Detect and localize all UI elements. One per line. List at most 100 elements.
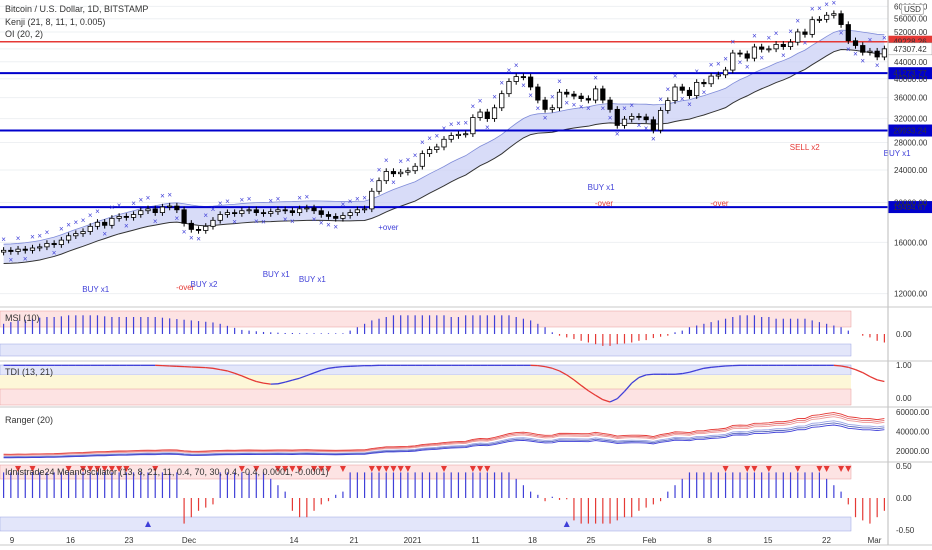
tdi-line xyxy=(580,384,589,392)
candle xyxy=(130,214,137,218)
psar-mark: × xyxy=(45,228,50,237)
osc-buy-triangle xyxy=(145,521,151,527)
tdi-line xyxy=(623,382,633,392)
psar-mark: × xyxy=(817,4,822,13)
osc-tick-0: 0.50 xyxy=(896,462,912,471)
candle xyxy=(730,52,736,71)
osc-sell-triangle xyxy=(296,466,303,472)
psar-mark: × xyxy=(882,33,887,42)
candle xyxy=(94,221,101,227)
date-tick-0: 9 xyxy=(10,536,15,545)
osc-sell-triangle xyxy=(325,466,332,472)
currency-badge[interactable]: USD xyxy=(901,4,924,15)
candle xyxy=(455,133,462,136)
psar-mark: × xyxy=(456,119,461,128)
psar-mark: × xyxy=(694,67,699,76)
psar-mark: × xyxy=(492,92,497,101)
candle xyxy=(405,170,411,173)
candle xyxy=(354,209,360,214)
psar-mark: × xyxy=(312,215,317,224)
candle xyxy=(643,116,649,121)
candle xyxy=(780,43,786,48)
candle xyxy=(860,45,866,53)
psar-mark: × xyxy=(182,227,187,236)
tdi-line xyxy=(566,374,575,381)
candle xyxy=(513,76,519,82)
psar-mark: × xyxy=(247,194,252,203)
psar-mark: × xyxy=(514,61,519,70)
psar-mark: × xyxy=(355,194,360,203)
level-label-1: 41273.77 xyxy=(893,69,927,78)
osc-lower-zone xyxy=(0,516,852,532)
psar-mark: × xyxy=(702,88,707,97)
candle xyxy=(491,107,498,120)
psar-mark: × xyxy=(673,72,678,81)
psar-mark: × xyxy=(1,235,6,244)
psar-mark: × xyxy=(550,92,555,101)
candle xyxy=(232,212,238,215)
osc-sell-triangle xyxy=(838,466,845,472)
psar-mark: × xyxy=(622,104,627,113)
osc-sell-triangle xyxy=(397,466,404,472)
osc-sell-triangle xyxy=(289,466,296,472)
psar-mark: × xyxy=(795,17,800,26)
psar-mark: × xyxy=(420,138,425,147)
msi-lower-zone xyxy=(0,343,852,357)
candle xyxy=(181,209,187,224)
signal-annotation-7: BUY x1 xyxy=(588,183,616,192)
osc-sell-triangle xyxy=(116,466,123,472)
level-label-2: 29933.24 xyxy=(893,127,927,136)
signal-annotation-8: -over xyxy=(710,199,729,208)
candle xyxy=(138,210,144,215)
candle xyxy=(1,249,7,253)
candle xyxy=(759,46,765,50)
psar-mark: × xyxy=(283,215,288,224)
candle xyxy=(845,24,851,42)
candle xyxy=(325,214,332,217)
psar-mark: × xyxy=(326,221,331,230)
candle xyxy=(44,243,50,248)
signal-annotation-1: -over xyxy=(176,283,195,292)
date-tick-10: Feb xyxy=(643,536,657,545)
tdi-line xyxy=(833,364,842,367)
candle xyxy=(434,146,440,150)
candle xyxy=(340,215,346,219)
tdi-line xyxy=(313,369,322,374)
candle xyxy=(629,115,635,120)
osc-sell-triangle xyxy=(87,466,94,472)
osc-sell-triangle xyxy=(823,466,830,472)
psar-mark: × xyxy=(124,222,129,231)
psar-mark: × xyxy=(377,165,382,174)
msi-tick-0: 0.00 xyxy=(896,330,912,339)
psar-mark: × xyxy=(644,124,649,133)
tdi-line xyxy=(277,381,286,385)
candle xyxy=(787,41,794,48)
psar-mark: × xyxy=(16,234,21,243)
psar-mark: × xyxy=(117,201,122,210)
candle xyxy=(824,14,830,20)
candle xyxy=(665,100,671,111)
psar-mark: × xyxy=(362,193,367,202)
osc-sell-triangle xyxy=(469,466,476,472)
candle xyxy=(672,86,678,101)
tdi-line xyxy=(840,365,849,368)
candle xyxy=(123,216,129,218)
candle xyxy=(607,99,613,110)
tdi-line xyxy=(682,371,690,375)
date-tick-3: Dec xyxy=(182,536,196,545)
price-tick-8: 28000.00 xyxy=(894,138,928,147)
candle xyxy=(506,81,512,95)
psar-mark: × xyxy=(665,85,670,94)
psar-mark: × xyxy=(600,104,605,113)
psar-mark: × xyxy=(745,62,750,71)
date-tick-14: Mar xyxy=(868,536,882,545)
candle xyxy=(477,111,483,118)
psar-mark: × xyxy=(860,56,865,65)
candle xyxy=(867,50,873,53)
price-tick-10: 20000.00 xyxy=(894,199,928,208)
osc-upper-zone xyxy=(0,464,852,480)
psar-mark: × xyxy=(175,214,180,223)
candle xyxy=(80,231,86,235)
candle xyxy=(795,31,801,43)
